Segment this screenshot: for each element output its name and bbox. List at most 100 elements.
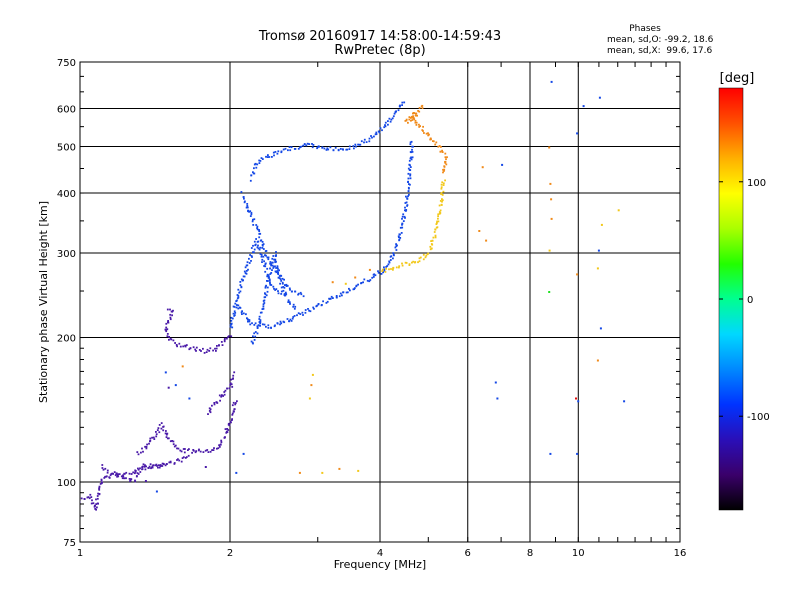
echo-point [392, 268, 394, 271]
echo-point [259, 239, 262, 242]
echo-point [80, 497, 83, 500]
echo-point [375, 131, 378, 134]
echo-point [139, 467, 141, 470]
echo-point [288, 301, 291, 304]
echo-point [401, 217, 403, 220]
echo-point [303, 143, 306, 146]
echo-point [417, 110, 419, 112]
echo-point [285, 285, 288, 287]
echo-point [217, 447, 220, 450]
echo-point [408, 263, 411, 266]
echo-point [168, 461, 171, 464]
echo-point [156, 429, 159, 431]
echo-point [398, 266, 400, 269]
echo-point [339, 148, 342, 150]
echo-point [485, 239, 488, 242]
echo-point [253, 248, 256, 251]
echo-point [263, 265, 265, 267]
echo-point [279, 278, 282, 281]
echo-point [377, 130, 380, 133]
echo-point [240, 278, 243, 281]
echo-point [187, 454, 190, 457]
echo-point [294, 305, 297, 308]
echo-point [251, 322, 253, 325]
echo-point [406, 204, 409, 206]
echo-point [104, 475, 106, 478]
echo-point [250, 255, 253, 257]
echo-point [247, 320, 249, 323]
echo-point [398, 238, 401, 241]
echo-point [165, 330, 168, 333]
echo-point [335, 295, 338, 297]
y-tick-label: 400 [57, 189, 76, 200]
echo-point [231, 413, 234, 416]
echo-point [170, 338, 173, 341]
echo-point [159, 465, 162, 467]
echo-point [598, 96, 601, 99]
echo-point [130, 473, 133, 475]
echo-point [253, 324, 256, 326]
echo-point [407, 167, 410, 170]
echo-point [188, 397, 191, 400]
echo-point [365, 141, 368, 143]
echo-point [233, 371, 236, 374]
echo-point [397, 109, 400, 112]
echo-point [438, 204, 441, 207]
echo-point [269, 283, 272, 286]
echo-point [113, 471, 116, 473]
echo-point [207, 451, 210, 453]
echo-point [160, 427, 163, 430]
echo-point [258, 230, 261, 233]
echo-point [181, 365, 184, 368]
echo-point [256, 163, 259, 166]
echo-point [357, 283, 359, 286]
echo-point [169, 318, 172, 321]
echo-point [152, 436, 155, 439]
echo-point [271, 269, 273, 271]
echo-point [253, 251, 255, 254]
echo-point [395, 266, 398, 269]
echo-point [352, 145, 355, 147]
echo-point [271, 264, 274, 267]
echo-point [231, 412, 234, 415]
echo-point [353, 147, 355, 150]
echo-point [418, 123, 420, 126]
echo-point [366, 279, 369, 282]
echo-point [265, 294, 268, 297]
echo-point [228, 387, 231, 390]
echo-point [237, 304, 240, 307]
echo-point [440, 146, 442, 148]
echo-point [234, 403, 237, 406]
echo-point [233, 408, 236, 410]
echo-point [243, 201, 246, 204]
echo-point [185, 344, 188, 346]
echo-point [269, 281, 271, 284]
echo-point [224, 337, 226, 340]
echo-point [266, 256, 269, 259]
echo-point [99, 483, 102, 485]
echo-point [398, 105, 401, 108]
echo-point [248, 210, 250, 213]
echo-point [165, 326, 168, 329]
echo-point [182, 448, 185, 450]
echo-point [617, 209, 620, 212]
echo-point [268, 156, 271, 158]
echo-point [102, 468, 105, 471]
echo-point [304, 311, 307, 314]
echo-point [312, 306, 315, 309]
echo-point [246, 318, 249, 321]
echo-point [258, 236, 261, 239]
echo-point [246, 205, 249, 207]
echo-point [263, 302, 266, 304]
echo-point [191, 451, 193, 454]
echo-point [330, 295, 333, 298]
echo-point [436, 222, 438, 224]
echo-point [239, 284, 242, 286]
echo-point [344, 282, 347, 285]
echo-point [264, 286, 267, 289]
echo-point [80, 501, 81, 503]
echo-point [325, 302, 328, 304]
echo-point [144, 468, 147, 471]
echo-point [373, 273, 376, 276]
echo-point [252, 251, 254, 254]
